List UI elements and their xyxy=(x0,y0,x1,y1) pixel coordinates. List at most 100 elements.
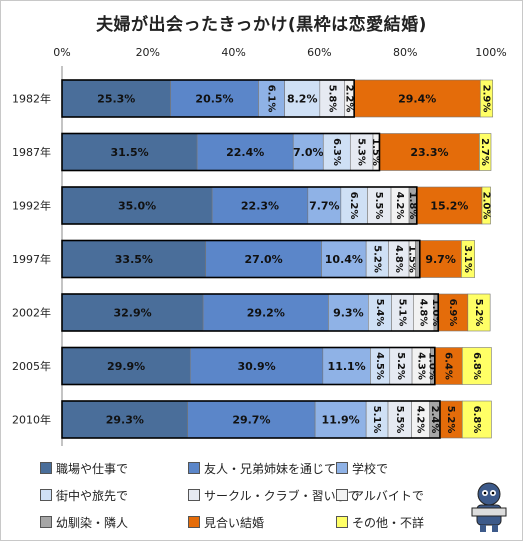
bar-segment xyxy=(437,293,469,332)
legend-label: 街中や旅先で xyxy=(56,489,129,503)
legend-item-work: 職場や仕事で xyxy=(40,460,128,477)
data-label: 5.1% xyxy=(396,299,407,327)
data-label: 2.0% xyxy=(480,192,491,220)
data-label: 33.5% xyxy=(115,253,153,266)
bar-segment xyxy=(61,79,171,118)
legend-swatch xyxy=(336,462,348,474)
category-label: 2002年 xyxy=(12,306,51,320)
data-label: 1.0% xyxy=(427,352,438,380)
data-label: 22.3% xyxy=(241,200,279,213)
data-label: 1.0% xyxy=(430,299,441,327)
legend-item-neighbor: 幼馴染・隣人 xyxy=(40,514,128,531)
bar-segment xyxy=(461,347,492,385)
legend-item-arranged: 見合い結婚 xyxy=(188,514,264,531)
love-marriage-outline xyxy=(61,239,421,279)
legend-swatch xyxy=(40,489,52,501)
data-label: 6.8% xyxy=(471,406,482,434)
data-label: 10.4% xyxy=(325,253,363,266)
data-label: 5.3% xyxy=(356,138,367,166)
data-label: 6.8% xyxy=(471,352,482,380)
bar-segment xyxy=(196,133,294,171)
love-marriage-outline xyxy=(61,400,441,439)
data-label: 4.3% xyxy=(415,352,426,380)
data-label: 29.7% xyxy=(232,414,270,427)
bar-segment xyxy=(379,133,480,171)
data-label: 2.4% xyxy=(429,406,440,434)
data-label: 2.9% xyxy=(480,85,491,113)
x-tick-label: 60% xyxy=(307,46,331,59)
data-label: 5.5% xyxy=(373,192,384,220)
data-label: 20.5% xyxy=(195,93,233,106)
data-label: 9.7% xyxy=(425,253,456,266)
legend-item-other: その他・不詳 xyxy=(336,514,424,531)
data-label: 5.2% xyxy=(445,406,456,434)
data-label: 7.7% xyxy=(309,200,340,213)
legend-swatch xyxy=(40,462,52,474)
love-marriage-outline xyxy=(61,132,381,172)
x-tick-label: 20% xyxy=(136,46,160,59)
data-label: 6.1% xyxy=(266,85,277,113)
x-tick-label: 80% xyxy=(393,46,417,59)
data-label: 11.1% xyxy=(328,360,366,373)
bar-segment xyxy=(61,186,213,225)
bar-segment xyxy=(322,133,351,171)
bar-segment xyxy=(481,186,491,225)
bar-segment xyxy=(61,240,207,278)
bar-segment xyxy=(211,186,309,225)
category-label: 1997年 xyxy=(12,252,51,266)
data-label: 4.8% xyxy=(393,245,404,273)
legend-label: 学校で xyxy=(352,462,389,476)
bar-segment xyxy=(284,79,321,118)
x-tick-label: 100% xyxy=(475,46,506,59)
bar-segment xyxy=(419,240,462,278)
stacked-bar-chart: 0% 20% 40% 60% 80% 100% 1982年 25.3% 20.5% 6.1% 8.2… xyxy=(12,46,507,446)
legend-label: 職場や仕事で xyxy=(56,462,129,476)
data-label: 5.2% xyxy=(473,299,484,327)
data-label: 1.5% xyxy=(370,138,381,166)
bar-segment xyxy=(479,79,494,118)
x-tick-label: 0% xyxy=(53,46,70,59)
category-label: 2005年 xyxy=(12,359,51,373)
bar-segment xyxy=(61,133,198,171)
data-label: 6.2% xyxy=(348,192,359,220)
bar-segment xyxy=(314,400,367,439)
data-label: 3.1% xyxy=(462,245,473,273)
data-label: 5.2% xyxy=(395,352,406,380)
data-label: 4.5% xyxy=(374,352,385,380)
data-label: 2.2% xyxy=(343,85,354,113)
data-label: 1.8% xyxy=(407,192,418,220)
legend-item-circle: サークル・クラブ・習い事で xyxy=(188,487,360,504)
legend-label: 見合い結婚 xyxy=(204,516,265,530)
legend-label: 幼馴染・隣人 xyxy=(56,516,129,530)
bar-segment xyxy=(292,133,324,171)
data-label: 25.3% xyxy=(97,93,135,106)
data-label: 15.2% xyxy=(430,200,468,213)
legend-item-friends: 友人・兄弟姉妹を通じて xyxy=(188,460,336,477)
legend-swatch xyxy=(188,489,200,501)
bar-segment xyxy=(61,347,191,385)
legend-item-school: 学校で xyxy=(336,460,388,477)
data-label: 5.2% xyxy=(371,245,382,273)
data-label: 27.0% xyxy=(245,253,283,266)
x-tick-label: 40% xyxy=(221,46,245,59)
category-label: 1982年 xyxy=(12,92,51,106)
data-label: 29.9% xyxy=(107,360,145,373)
data-label: 4.8% xyxy=(418,299,429,327)
data-label: 7.0% xyxy=(293,146,324,159)
chart-title: 夫婦が出会ったきっかけ(黒枠は恋愛結婚) xyxy=(96,15,427,35)
data-label: 35.0% xyxy=(118,200,156,213)
legend-label: その他・不詳 xyxy=(352,516,425,530)
legend-swatch xyxy=(336,489,348,501)
data-label: 8.2% xyxy=(287,93,318,106)
category-label: 1992年 xyxy=(12,199,51,213)
legend-swatch xyxy=(188,516,200,528)
data-label: 29.3% xyxy=(106,414,144,427)
data-label: 4.2% xyxy=(394,192,405,220)
data-label: 6.9% xyxy=(447,299,458,327)
mascot-illustration xyxy=(471,482,507,532)
love-marriage-outline xyxy=(61,79,355,118)
legend-swatch xyxy=(40,516,52,528)
bar-segment xyxy=(340,186,368,225)
legend-item-street: 街中や旅先で xyxy=(40,487,128,504)
data-label: 11.9% xyxy=(322,414,360,427)
